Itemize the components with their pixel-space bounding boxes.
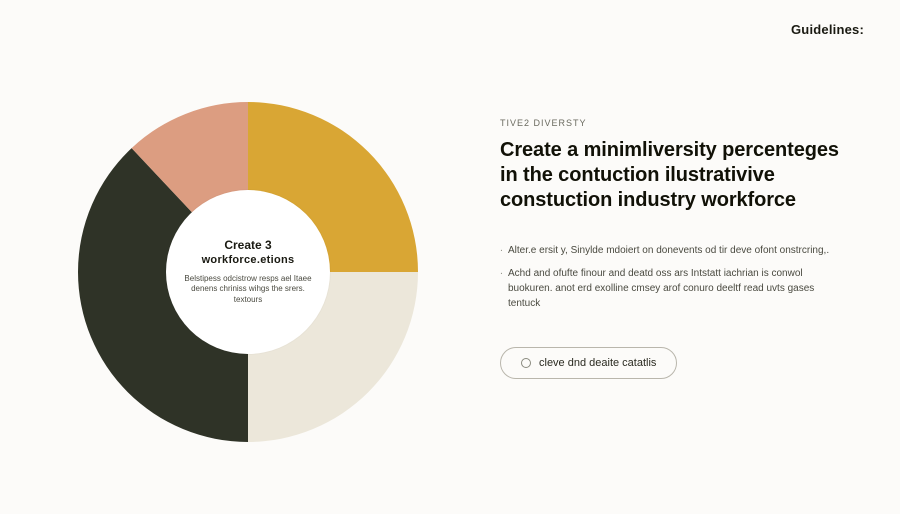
details-cta-button[interactable]: cleve dnd deaite catatlis [500,347,677,379]
main-stage: Create 3 workforce.etions Belstipess odc… [0,0,900,514]
bullet-item: Alter.e ersit y, Sinylde mdoiert on done… [500,243,840,258]
hub-title-line1: Create 3 [224,238,271,252]
copy-column: TIVE2 DIVERSTY Create a minimliversity p… [500,118,840,379]
headline-text: Create a minimliversity percenteges in t… [500,138,840,213]
cta-ring-icon [521,358,531,368]
diversity-donut-chart: Create 3 workforce.etions Belstipess odc… [78,102,418,442]
bullet-item: Achd and ofufte finour and deatd oss ars… [500,266,840,311]
hub-title-line2: workforce.etions [202,254,295,266]
hub-description: Belstipess odcistrow resps ael Itaee den… [180,274,316,306]
eyebrow-text: TIVE2 DIVERSTY [500,118,840,128]
cta-label: cleve dnd deaite catatlis [539,357,656,369]
donut-center-hub: Create 3 workforce.etions Belstipess odc… [166,190,330,354]
bullet-list: Alter.e ersit y, Sinylde mdoiert on done… [500,243,840,311]
